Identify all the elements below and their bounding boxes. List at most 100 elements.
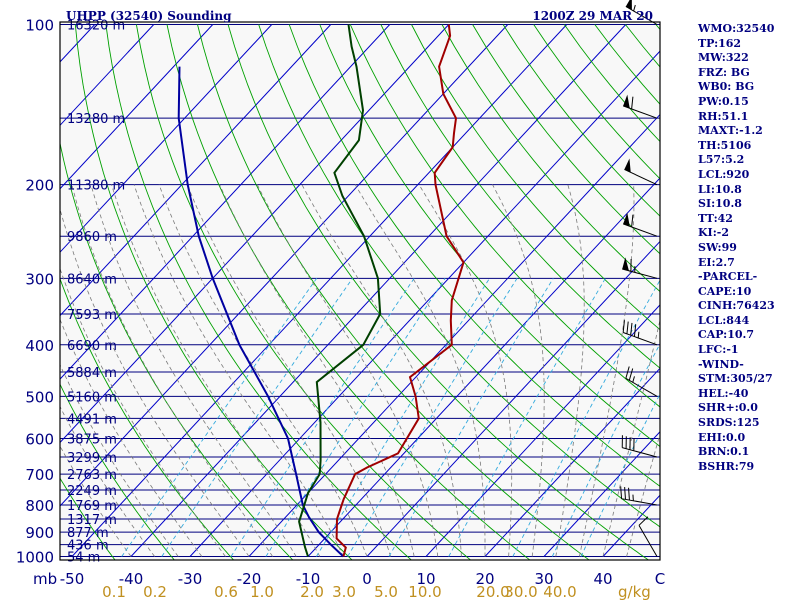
wind-barb (624, 158, 658, 186)
height-label: 4491 m (67, 412, 117, 427)
barb-flag (620, 486, 623, 499)
barb-pennant (623, 212, 630, 227)
parcel-line (177, 66, 345, 558)
chart-time: 1200Z 29 MAR 20 (532, 9, 653, 23)
pressure-tick-label: 100 (25, 17, 54, 35)
stat-line: CAP:10.7 (698, 328, 755, 342)
isotherm-line (425, 304, 660, 557)
dry-adiabat (135, 24, 472, 560)
stat-line: HEL:-40 (698, 386, 749, 400)
wind-barb (622, 257, 658, 279)
barb-staff (638, 525, 658, 557)
mixing-ratio-line (347, 278, 518, 557)
barb-half-flag (637, 331, 640, 339)
dry-adiabat (60, 477, 116, 560)
dry-adiabat (319, 24, 660, 448)
height-label: 3875 m (67, 432, 117, 447)
moist-adiabat (626, 432, 660, 557)
barb-flag (622, 320, 625, 333)
temperature-tick-label: -10 (296, 570, 321, 588)
height-label: 2249 m (67, 484, 117, 499)
barb-staff (622, 447, 658, 458)
moist-adiabat (158, 184, 368, 557)
temperature-tick-label: 10 (416, 570, 435, 588)
barb-pennant (624, 158, 631, 173)
pressure-tick-label: 300 (25, 270, 54, 288)
wind-barb (623, 212, 658, 237)
barb-staff (625, 377, 658, 397)
dry-adiabat (227, 24, 650, 560)
stat-line: WB0: BG (698, 80, 755, 94)
wind-barbs (620, 0, 658, 557)
moist-adiabat (90, 184, 297, 557)
temperature-tick-label: -50 (60, 570, 85, 588)
mixing-ratio-tick-label: 2.0 (300, 583, 324, 600)
stat-line: SI:10.8 (698, 197, 742, 211)
pressure-tick-label: 1000 (16, 549, 54, 567)
stat-line: -PARCEL- (698, 270, 758, 284)
moist-adiabat (60, 363, 179, 557)
pressure-tick-label: 700 (25, 466, 54, 484)
height-label: 54 m (67, 551, 100, 566)
dry-adiabat (472, 24, 660, 255)
wind-barb (620, 486, 658, 506)
height-label: 11380 m (67, 179, 125, 194)
dry-adiabat (380, 24, 660, 369)
temperature-tick-label: -20 (237, 570, 262, 588)
dry-adiabat (105, 24, 412, 560)
pressure-tick-label: 800 (25, 497, 54, 515)
wind-barb (625, 366, 658, 397)
pressure-tick-label: 200 (25, 177, 54, 195)
moist-adiabat (602, 318, 660, 557)
dry-adiabat (60, 383, 175, 560)
stat-line: MW:322 (698, 51, 749, 65)
profile-lines (177, 24, 465, 558)
mixing-ratio-line (265, 278, 446, 557)
stat-line: PW:0.15 (698, 94, 749, 108)
grid-lines (60, 24, 660, 560)
barb-pennant (622, 257, 629, 271)
barb-staff (623, 332, 658, 346)
temperature-tick-label: -40 (119, 570, 144, 588)
isotherm-line (60, 24, 155, 127)
height-label: 9860 m (67, 230, 117, 245)
stat-line: LFC:-1 (698, 343, 739, 357)
moist-adiabat (219, 184, 415, 557)
height-label: 5884 m (67, 366, 117, 381)
moist-adiabat (60, 267, 226, 557)
barb-pennant (625, 0, 632, 10)
stat-line: TT:42 (698, 211, 733, 225)
stat-line: SHR+:0.0 (698, 401, 758, 415)
barb-flag (633, 324, 637, 337)
barb-staff (623, 105, 658, 119)
chart-title: UHPP (32540) Sounding (66, 9, 232, 23)
temperature-tick-label: -30 (178, 570, 203, 588)
moist-adiabat (186, 184, 391, 557)
barb-flag (628, 368, 634, 381)
mixing-ratio-tick-label: 10.0 (408, 583, 441, 600)
moist-adiabat (579, 184, 635, 557)
isotherm-line (60, 24, 273, 253)
stat-line: MAXT:-1.2 (698, 124, 763, 138)
mixing-ratio-tick-label: 40.0 (543, 583, 576, 600)
stat-line: SW:99 (698, 240, 737, 254)
height-label: 3299 m (67, 451, 117, 466)
temperature-tick-label: 40 (593, 570, 612, 588)
wind-barb (623, 94, 658, 119)
moist-adiabat (301, 184, 462, 557)
barb-half-flag (632, 376, 635, 383)
height-label: 436 m (67, 539, 109, 554)
height-label: 13280 m (67, 112, 125, 127)
isotherm-line (248, 113, 660, 557)
moist-adiabat (60, 405, 155, 557)
barb-half-flag (633, 4, 636, 12)
isotherm-line (60, 24, 391, 380)
isotherm-line (60, 24, 214, 190)
dewpoint-line (298, 24, 382, 557)
moist-adiabat (60, 318, 203, 557)
isotherm-line (366, 240, 660, 557)
pressure-tick-label: 500 (25, 388, 54, 406)
temperature-tick-label: 20 (475, 570, 494, 588)
stat-line: STM:305/27 (698, 372, 773, 386)
